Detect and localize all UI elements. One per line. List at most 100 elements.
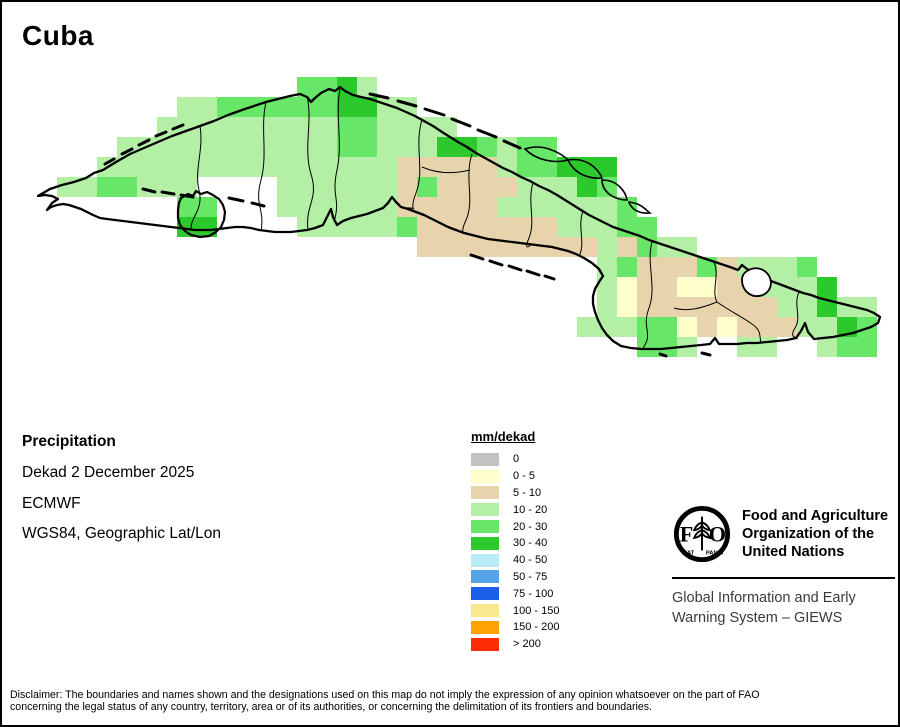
precip-cell	[317, 97, 337, 117]
precip-cell	[297, 217, 317, 237]
legend-swatch	[471, 452, 499, 466]
legend-row: 30 - 40	[471, 535, 559, 552]
legend-label: 75 - 100	[513, 587, 554, 600]
precip-cell	[337, 157, 357, 177]
precip-cell	[317, 197, 337, 217]
precip-cell	[317, 177, 337, 197]
legend-swatch	[471, 520, 499, 534]
disclaimer-line: concerning the legal status of any count…	[10, 700, 653, 713]
precip-cell	[697, 277, 717, 297]
precip-cell	[837, 317, 857, 337]
precip-cell	[357, 157, 377, 177]
precip-cell	[837, 297, 857, 317]
precip-cell	[817, 337, 837, 357]
precip-cell	[757, 317, 777, 337]
precip-cell	[297, 77, 317, 97]
wheat-ear-icon	[692, 516, 712, 551]
precip-cell	[597, 317, 617, 337]
precip-cell	[197, 137, 217, 157]
legend-row: 10 - 20	[471, 501, 559, 518]
precip-cell	[437, 197, 457, 217]
precip-cell	[277, 157, 297, 177]
precip-cell	[417, 137, 437, 157]
precip-cell	[337, 177, 357, 197]
precip-cell	[337, 97, 357, 117]
precip-cell	[597, 157, 617, 177]
precip-cell	[357, 137, 377, 157]
precip-cell	[177, 197, 197, 217]
precip-cell	[277, 197, 297, 217]
precip-cell	[297, 197, 317, 217]
legend-label: 0 - 5	[513, 470, 536, 483]
precip-cell	[717, 277, 737, 297]
giews-line: Global Information and Early	[672, 590, 856, 606]
precip-cell	[197, 217, 217, 237]
precip-cell	[837, 337, 857, 357]
legend-label: 30 - 40	[513, 537, 548, 550]
svg-text:PANIS: PANIS	[706, 550, 723, 556]
precip-cell	[477, 237, 497, 257]
precip-cell	[637, 217, 657, 237]
legend-row: > 200	[471, 636, 559, 653]
fao-divider	[672, 577, 895, 579]
precip-cell	[657, 317, 677, 337]
legend-row: 40 - 50	[471, 552, 559, 569]
map-variable-label: Precipitation	[22, 433, 116, 450]
legend-label: 20 - 30	[513, 520, 548, 533]
precip-cell	[657, 277, 677, 297]
fao-logo: F O FIAT PANIS	[673, 505, 731, 563]
precip-cell	[857, 317, 877, 337]
precip-cell	[417, 177, 437, 197]
precip-cell	[677, 277, 697, 297]
precip-cell	[377, 217, 397, 237]
precip-cell	[57, 177, 77, 197]
precip-cell	[97, 177, 117, 197]
precip-cell	[637, 297, 657, 317]
precip-cell	[117, 177, 137, 197]
precip-cell	[437, 237, 457, 257]
precip-cell	[197, 97, 217, 117]
precip-cell	[477, 217, 497, 237]
precip-cell	[477, 197, 497, 217]
precip-cell	[377, 197, 397, 217]
large-cays-outlines	[523, 146, 652, 214]
legend-row: 100 - 150	[471, 602, 559, 619]
precip-cell	[597, 257, 617, 277]
legend-swatch	[471, 503, 499, 517]
legend-label: 0	[513, 453, 520, 466]
legend-label: 40 - 50	[513, 554, 548, 567]
precip-cell	[637, 337, 657, 357]
page-title: Cuba	[22, 20, 94, 51]
province-boundaries	[190, 88, 800, 349]
precip-cell	[297, 137, 317, 157]
precip-cell	[277, 177, 297, 197]
legend-title: mm/dekad	[471, 429, 536, 444]
cuba-precipitation-map	[36, 77, 882, 358]
precip-cell	[317, 217, 337, 237]
precip-cell	[397, 137, 417, 157]
precip-cell	[537, 217, 557, 237]
precip-cell	[217, 157, 237, 177]
precip-cell	[577, 197, 597, 217]
legend-row: 75 - 100	[471, 585, 559, 602]
precip-cell	[617, 237, 637, 257]
precip-cell	[697, 317, 717, 337]
svg-text:FIAT: FIAT	[682, 550, 695, 556]
precip-cell	[597, 197, 617, 217]
precip-cell	[337, 117, 357, 137]
precip-cell	[357, 117, 377, 137]
precip-cell	[297, 117, 317, 137]
precip-cell	[497, 217, 517, 237]
precip-cell	[517, 157, 537, 177]
precip-cell	[277, 137, 297, 157]
precip-cell	[677, 297, 697, 317]
precip-cell	[437, 157, 457, 177]
legend-row: 5 - 10	[471, 485, 559, 502]
precipitation-raster-cells	[57, 77, 877, 357]
giews-label: Global Information and Early Warning Sys…	[672, 588, 856, 628]
precip-cell	[477, 137, 497, 157]
data-source-label: ECMWF	[22, 495, 81, 512]
precip-cell	[657, 297, 677, 317]
precip-cell	[617, 297, 637, 317]
